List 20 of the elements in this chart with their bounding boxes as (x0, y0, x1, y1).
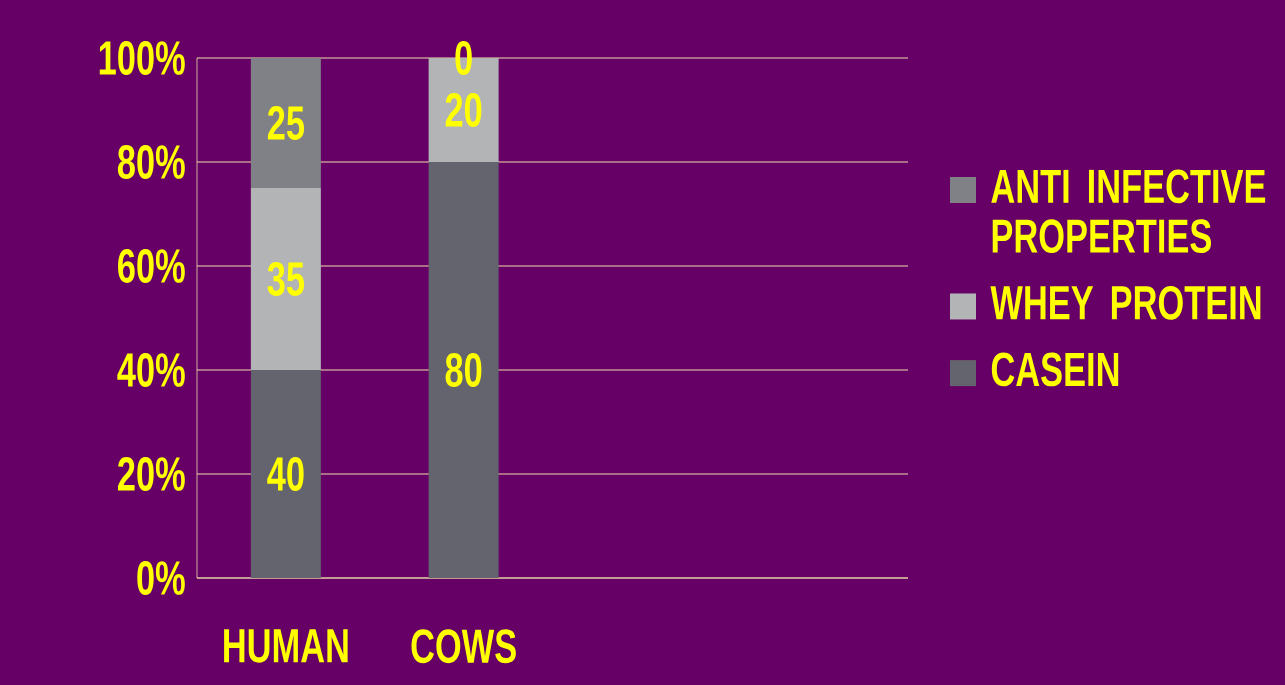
data-label: 40 (267, 457, 304, 491)
bar (250, 188, 321, 370)
bar (428, 161, 499, 578)
y-tick-label: 100% (99, 41, 185, 75)
y-tick-label: 60% (118, 249, 185, 283)
bar (250, 57, 321, 188)
y-tick-label: 20% (117, 457, 185, 491)
x-tick-label: COWS (411, 629, 516, 664)
legend-label: CASEIN (991, 352, 1119, 387)
data-label: 25 (267, 106, 305, 140)
legend-label: ANTI INFECTIVE PROPERTIES (991, 169, 1266, 254)
y-tick-label: 40% (117, 353, 185, 387)
y-tick-label: 0% (137, 561, 185, 595)
x-tick-label: HUMAN (224, 629, 348, 663)
data-label: 80 (445, 353, 482, 387)
bar (250, 370, 321, 578)
data-label: 35 (267, 262, 305, 296)
data-label: 20 (445, 93, 482, 127)
y-tick-label: 80% (117, 145, 185, 179)
legend-label: WHEY PROTEIN (990, 285, 1261, 320)
